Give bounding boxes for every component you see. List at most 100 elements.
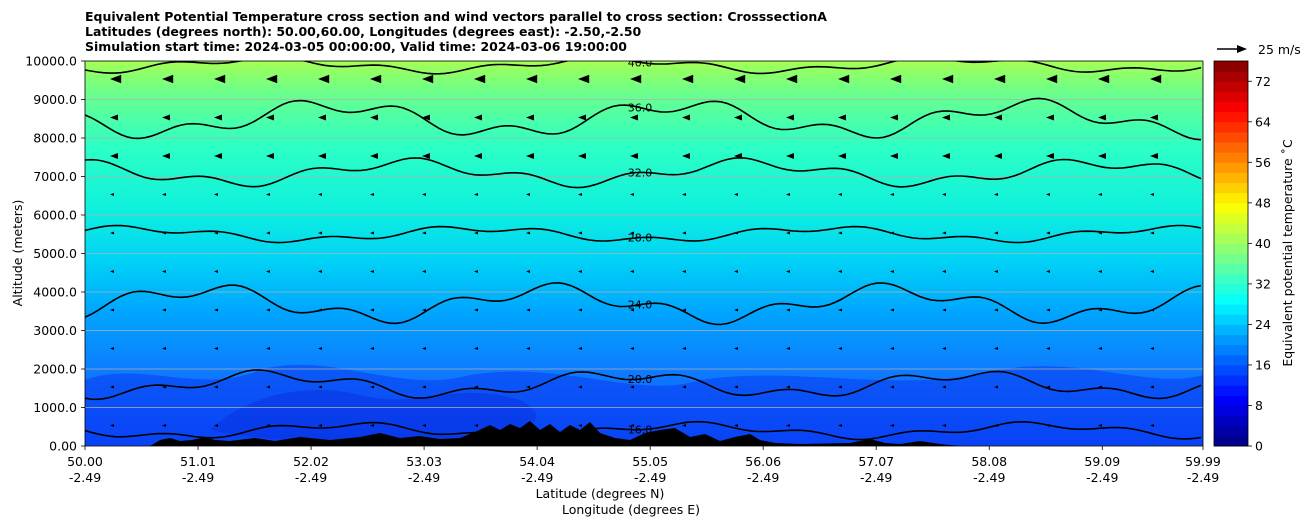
wind-vector bbox=[1046, 385, 1050, 389]
title-line-2: Latitudes (degrees north): 50.00,60.00, … bbox=[85, 24, 642, 39]
wind-vector bbox=[1046, 270, 1050, 273]
x-tick-label-lat: 52.02 bbox=[293, 454, 329, 469]
wind-vector bbox=[162, 308, 166, 312]
x-tick-label-lon: -2.49 bbox=[295, 470, 327, 485]
y-tick-label: 7000.0 bbox=[33, 169, 77, 184]
wind-vector bbox=[682, 153, 690, 159]
wind-vector bbox=[1150, 114, 1158, 121]
wind-vector bbox=[422, 308, 426, 312]
colorbar-tick-label: 0 bbox=[1255, 439, 1263, 454]
wind-vector bbox=[942, 74, 954, 84]
wind-vector bbox=[370, 347, 374, 350]
wind-vector bbox=[942, 193, 946, 196]
x-axis: 50.00-2.4951.01-2.4952.02-2.4953.03-2.49… bbox=[67, 446, 1221, 485]
colorbar-band bbox=[1214, 385, 1248, 396]
wind-vector bbox=[1046, 193, 1050, 196]
wind-vector bbox=[526, 308, 530, 312]
wind-vector bbox=[734, 193, 738, 196]
wind-vector bbox=[474, 347, 478, 350]
wind-vector bbox=[994, 74, 1006, 84]
x-tick-label-lon: -2.49 bbox=[860, 470, 892, 485]
x-tick-label-lat: 51.01 bbox=[180, 454, 216, 469]
wind-vector bbox=[266, 114, 274, 121]
wind-vector bbox=[110, 385, 114, 389]
wind-vector bbox=[526, 270, 530, 273]
wind-vector bbox=[214, 424, 218, 427]
contour-label: 20.0 bbox=[628, 373, 653, 386]
contour-line bbox=[85, 61, 1202, 75]
y-axis: 0.00 1000.0 2000.0 3000.0 4000.0 5000.0 6000.0… bbox=[25, 54, 85, 454]
wind-vector bbox=[422, 193, 426, 196]
wind-vector bbox=[318, 231, 322, 235]
wind-vector bbox=[318, 308, 322, 312]
wind-vector bbox=[370, 114, 378, 121]
wind-vector bbox=[474, 114, 482, 121]
wind-vector bbox=[578, 270, 582, 273]
contour-label: 40.0 bbox=[628, 56, 653, 69]
wind-vector bbox=[786, 74, 798, 84]
wind-vector bbox=[214, 270, 218, 273]
wind-vector bbox=[370, 231, 374, 235]
wind-vector bbox=[734, 424, 738, 427]
wind-vector bbox=[370, 385, 374, 389]
y-tick-label: 5000.0 bbox=[33, 246, 77, 261]
wind-vector bbox=[682, 347, 686, 350]
wind-vector bbox=[1098, 424, 1102, 427]
colorbar: 0 8 16 24 32 40 48 56 64 72 bbox=[1213, 60, 1271, 454]
wind-vectors bbox=[110, 74, 1203, 427]
colorbar-band bbox=[1214, 142, 1248, 153]
wind-vector bbox=[838, 114, 846, 121]
wind-vector bbox=[266, 385, 270, 389]
wind-vector bbox=[630, 74, 642, 84]
wind-vector bbox=[994, 270, 998, 273]
wind-vector bbox=[578, 114, 586, 121]
wind-vector bbox=[682, 231, 686, 235]
wind-vector bbox=[1150, 193, 1154, 196]
wind-vector bbox=[110, 153, 118, 159]
colorbar-band bbox=[1214, 61, 1248, 72]
wind-vector bbox=[786, 193, 790, 196]
colorbar-band bbox=[1214, 334, 1248, 346]
wind-vector bbox=[838, 308, 842, 312]
wind-vector bbox=[734, 270, 738, 273]
wind-vector bbox=[162, 424, 166, 427]
wind-vector bbox=[734, 385, 738, 389]
colorbar-tick-label: 8 bbox=[1255, 398, 1263, 413]
wind-vector bbox=[370, 193, 374, 196]
wind-vector bbox=[734, 74, 746, 84]
x-tick-label-lat: 57.07 bbox=[858, 454, 894, 469]
wind-vector bbox=[214, 308, 218, 312]
wind-vector bbox=[474, 153, 482, 159]
colorbar-band bbox=[1214, 91, 1248, 103]
y-axis-label: Altitude (meters) bbox=[10, 200, 25, 307]
wind-vector bbox=[682, 114, 690, 121]
wind-vector bbox=[630, 270, 634, 273]
wind-vector bbox=[318, 193, 322, 196]
wind-vector bbox=[578, 153, 586, 159]
colorbar-band bbox=[1214, 81, 1248, 92]
wind-vector bbox=[422, 347, 426, 350]
wind-vector bbox=[214, 347, 218, 350]
contour-line bbox=[85, 369, 1202, 401]
terrain bbox=[150, 421, 960, 446]
wind-vector bbox=[630, 385, 634, 389]
wind-vector bbox=[422, 114, 430, 121]
colorbar-band bbox=[1214, 223, 1248, 234]
colorbar-band bbox=[1214, 405, 1248, 417]
wind-vector bbox=[214, 114, 222, 121]
wind-vector bbox=[786, 270, 790, 273]
wind-vector bbox=[110, 231, 114, 235]
wind-vector bbox=[890, 308, 894, 312]
colorbar-band bbox=[1214, 131, 1248, 143]
colorbar-band bbox=[1214, 111, 1248, 123]
wind-vector bbox=[578, 231, 582, 235]
colorbar-tick-label: 64 bbox=[1255, 114, 1271, 129]
x-tick-label-lat: 55.05 bbox=[632, 454, 668, 469]
wind-vector bbox=[994, 424, 998, 427]
wind-key: 25 m/s bbox=[1217, 42, 1301, 57]
x-tick-label-lon: -2.49 bbox=[408, 470, 440, 485]
wind-vector bbox=[474, 424, 478, 427]
colorbar-band bbox=[1214, 425, 1248, 437]
wind-vector bbox=[370, 308, 374, 312]
